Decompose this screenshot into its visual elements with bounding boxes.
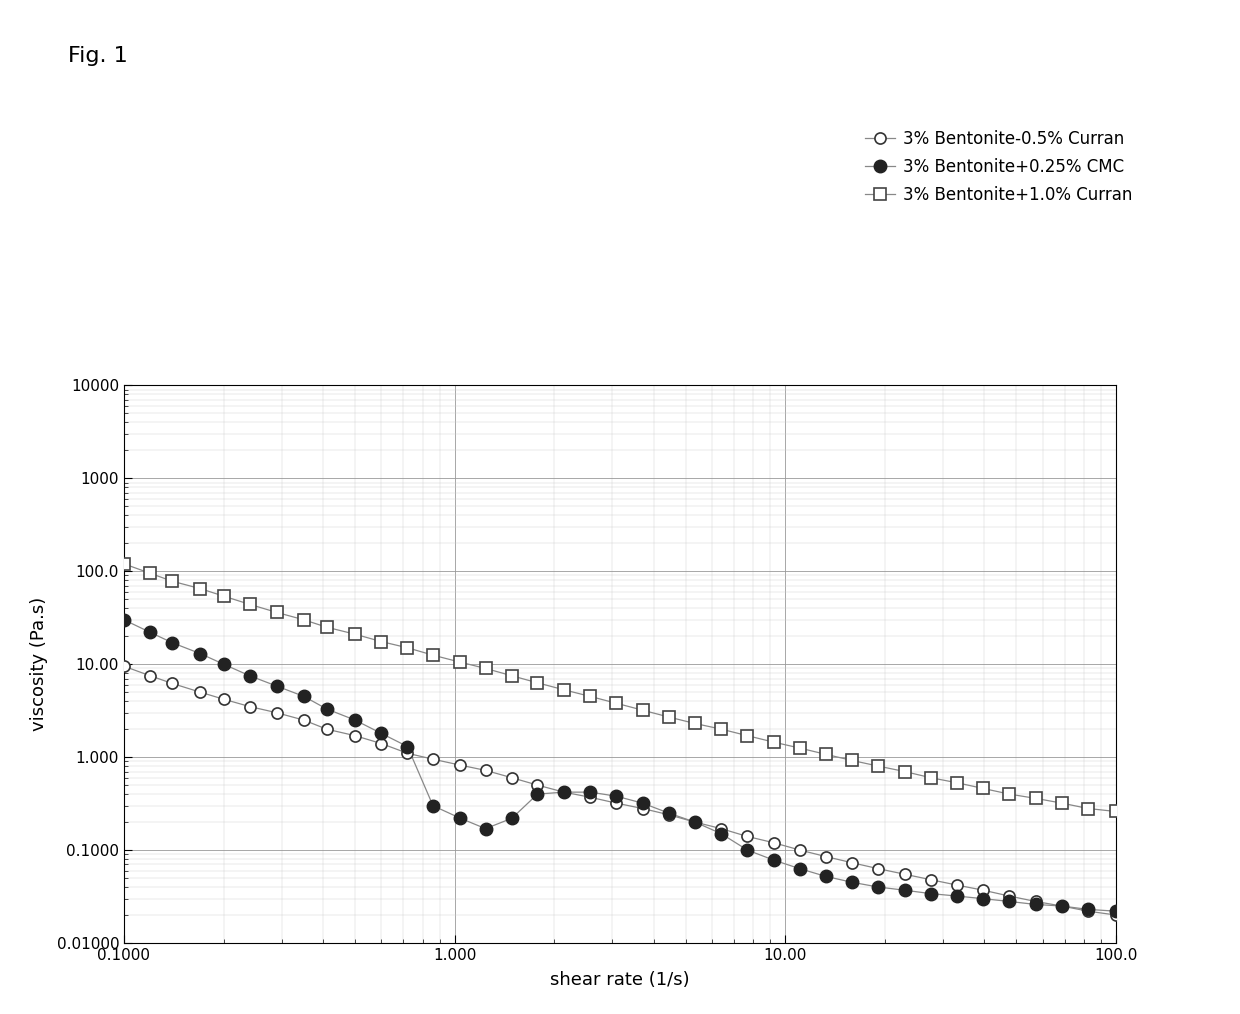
Y-axis label: viscosity (Pa.s): viscosity (Pa.s) <box>30 597 48 731</box>
X-axis label: shear rate (1/s): shear rate (1/s) <box>551 971 689 990</box>
Text: Fig. 1: Fig. 1 <box>68 46 128 66</box>
Legend: 3% Bentonite-0.5% Curran, 3% Bentonite+0.25% CMC, 3% Bentonite+1.0% Curran: 3% Bentonite-0.5% Curran, 3% Bentonite+0… <box>864 130 1132 204</box>
